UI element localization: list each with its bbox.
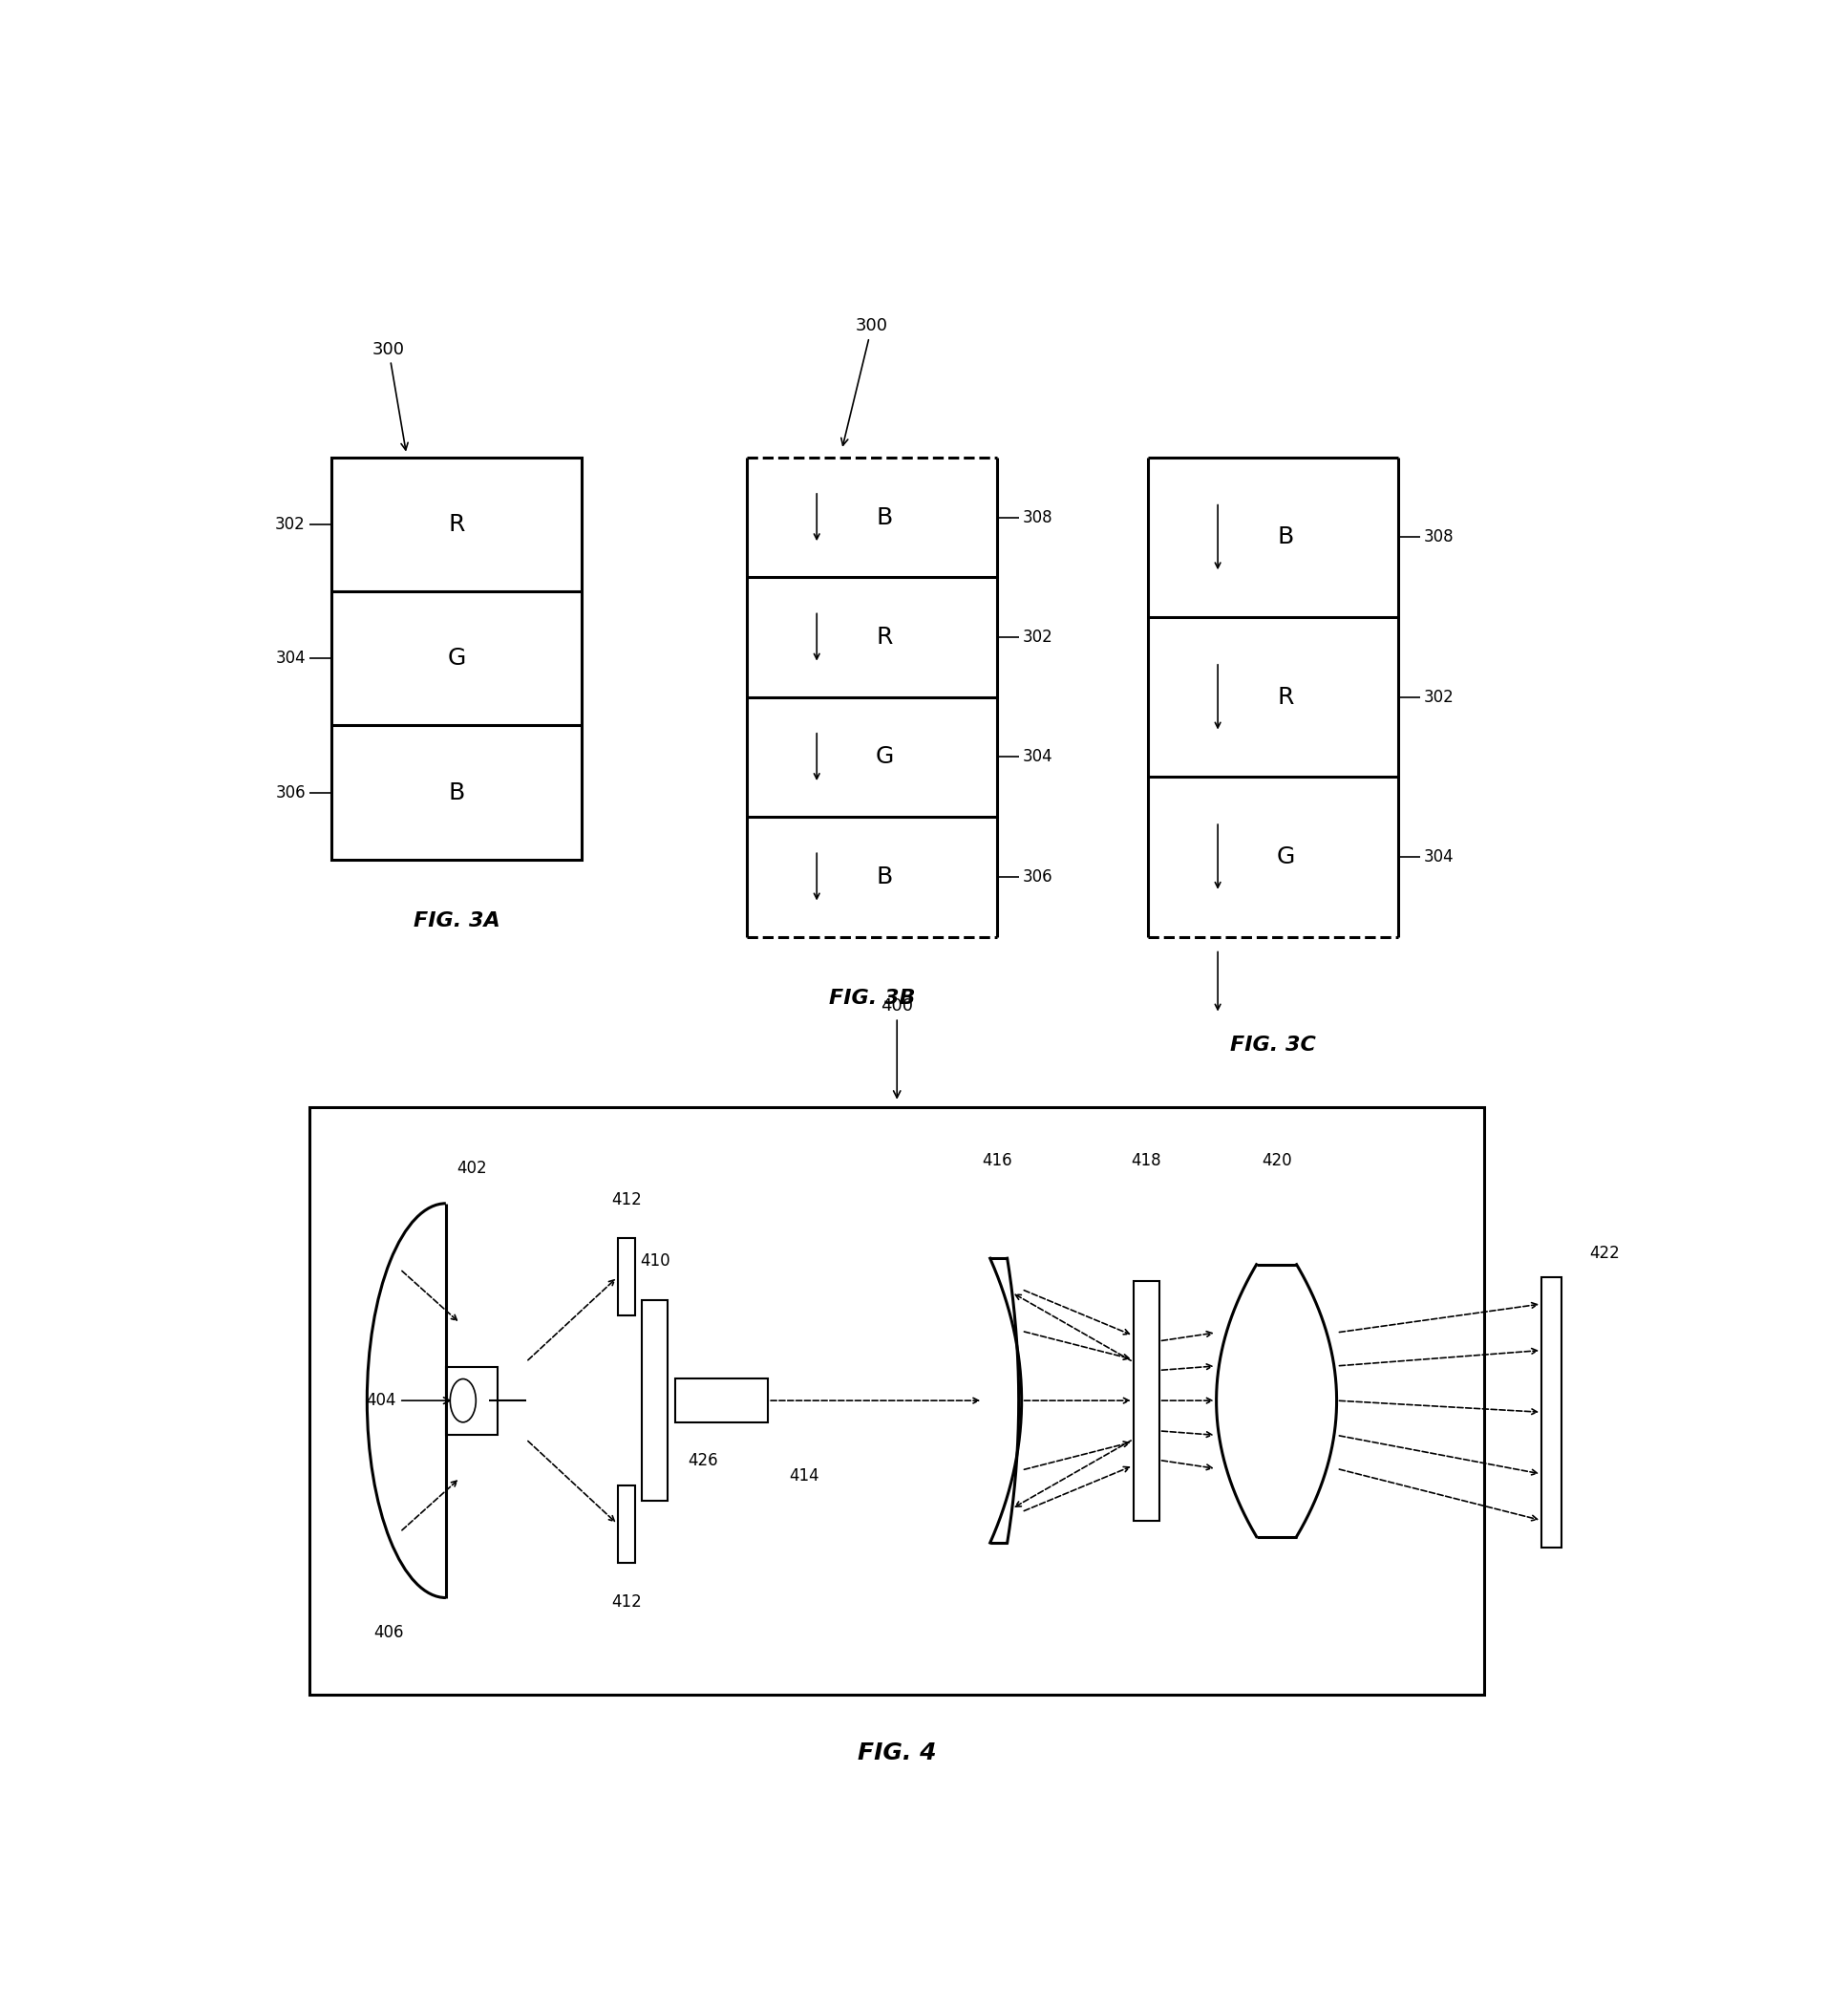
Bar	[617, 1486, 636, 1562]
Text: 402: 402	[456, 1161, 486, 1177]
Text: 300: 300	[841, 317, 889, 446]
Text: G: G	[876, 745, 894, 769]
Text: B: B	[876, 865, 893, 888]
Text: 412: 412	[612, 1191, 641, 1209]
Bar	[331, 458, 582, 859]
Text: B: B	[449, 781, 466, 803]
Text: 416: 416	[981, 1153, 1013, 1169]
Text: 406: 406	[373, 1624, 403, 1641]
Text: FIG. 3B: FIG. 3B	[828, 990, 915, 1008]
Text: 400: 400	[881, 998, 913, 1098]
Text: 426: 426	[687, 1452, 719, 1470]
Text: 304: 304	[1024, 749, 1053, 765]
Text: 306: 306	[275, 783, 305, 801]
Text: 302: 302	[1425, 689, 1454, 705]
Bar	[1541, 1277, 1562, 1548]
Text: 422: 422	[1589, 1245, 1619, 1263]
Bar	[310, 1106, 1484, 1695]
Text: 308: 308	[1024, 508, 1053, 526]
Text: 410: 410	[639, 1253, 671, 1269]
Bar	[675, 1379, 769, 1422]
Bar	[445, 1367, 497, 1434]
Text: B: B	[1277, 526, 1294, 548]
Text: R: R	[1277, 685, 1294, 709]
Text: 414: 414	[789, 1468, 819, 1486]
Text: B: B	[876, 506, 893, 528]
Text: R: R	[876, 626, 893, 649]
Bar	[617, 1239, 636, 1315]
Text: R: R	[449, 512, 466, 536]
Bar	[641, 1299, 667, 1502]
Text: 412: 412	[612, 1592, 641, 1610]
Text: G: G	[1277, 845, 1295, 867]
Text: 418: 418	[1131, 1153, 1161, 1169]
Text: 404: 404	[366, 1392, 451, 1410]
Text: 304: 304	[1425, 847, 1454, 865]
Text: G: G	[447, 647, 466, 671]
Text: FIG. 3C: FIG. 3C	[1231, 1036, 1316, 1054]
Text: FIG. 3A: FIG. 3A	[414, 912, 501, 932]
Text: FIG. 4: FIG. 4	[857, 1741, 937, 1765]
Text: 308: 308	[1425, 528, 1454, 546]
Text: 302: 302	[275, 516, 305, 532]
Text: 300: 300	[371, 341, 408, 450]
Text: 304: 304	[275, 651, 305, 667]
Ellipse shape	[451, 1379, 477, 1422]
Text: 306: 306	[1024, 867, 1053, 886]
Text: 420: 420	[1262, 1153, 1292, 1169]
Bar	[1133, 1281, 1159, 1520]
Text: 302: 302	[1024, 629, 1053, 647]
